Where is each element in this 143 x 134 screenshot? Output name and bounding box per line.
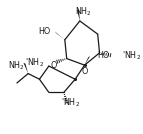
Text: O: O [51, 61, 57, 70]
Polygon shape [55, 31, 65, 40]
Text: NH$_2$: NH$_2$ [8, 59, 24, 72]
Polygon shape [77, 10, 80, 21]
Text: HO: HO [98, 51, 110, 60]
Polygon shape [23, 63, 28, 74]
Text: HO: HO [38, 27, 50, 36]
Text: NH$_2$: NH$_2$ [75, 5, 92, 18]
Polygon shape [85, 56, 90, 65]
Text: 'NH$_2$: 'NH$_2$ [61, 97, 80, 109]
Text: O: O [82, 67, 88, 76]
Text: 'NH$_2$: 'NH$_2$ [25, 56, 44, 69]
Text: 'NH$_2$: 'NH$_2$ [122, 49, 141, 62]
